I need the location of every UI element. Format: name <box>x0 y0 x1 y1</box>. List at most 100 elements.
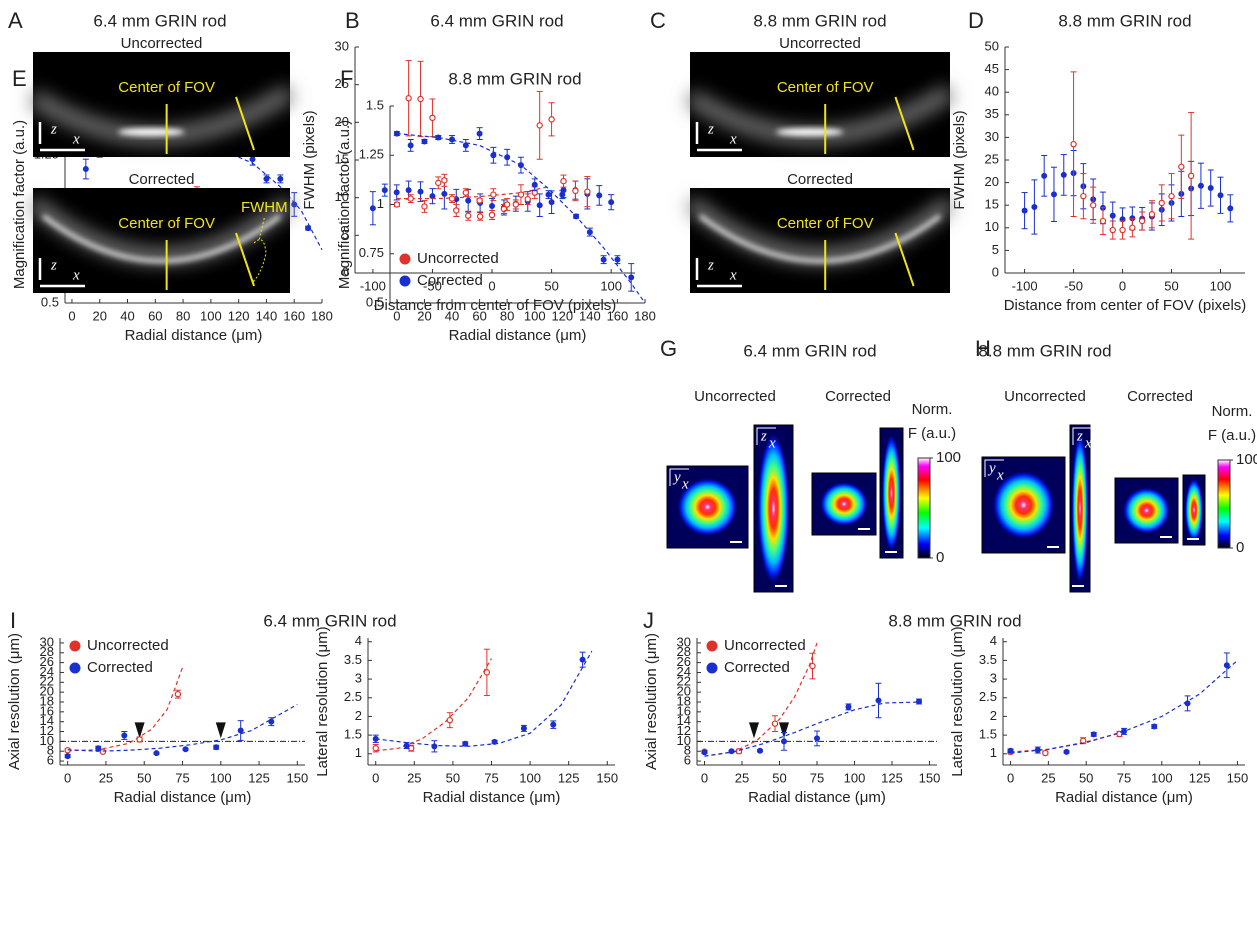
data-point <box>1197 182 1204 189</box>
x-axis-label: Radial distance (μm) <box>748 789 886 806</box>
y-tick-label: 45 <box>985 61 999 76</box>
x-tick-label: 75 <box>175 770 189 785</box>
data-point <box>95 745 102 752</box>
x-tick-label: 125 <box>558 770 580 785</box>
image-caption: Corrected <box>825 388 891 405</box>
y-tick-label: 6 <box>684 752 691 767</box>
panel-label: C <box>650 8 666 33</box>
data-point <box>490 152 497 159</box>
fit-curve <box>396 132 646 304</box>
fwhm-label: FWHM <box>241 199 288 216</box>
x-tick-label: 25 <box>99 770 113 785</box>
data-point <box>517 191 525 198</box>
x-tick-label: 180 <box>311 308 333 323</box>
x-tick-label: 100 <box>519 770 541 785</box>
data-point <box>462 189 470 196</box>
data-point <box>407 142 414 149</box>
x-tick-label: 50 <box>544 278 558 293</box>
x-tick-label: -100 <box>360 278 386 293</box>
data-point <box>1168 192 1175 200</box>
x-tick-label: 100 <box>200 308 222 323</box>
psf-frame <box>811 472 877 536</box>
panel-label: H <box>975 336 991 361</box>
x-tick-label: 140 <box>579 308 601 323</box>
panel-title: 8.8 mm GRIN rod <box>753 11 886 30</box>
fov-edge-line <box>894 96 915 151</box>
x-tick-label: 100 <box>844 770 866 785</box>
legend-marker <box>399 253 411 265</box>
legend-label: Uncorrected <box>724 637 806 654</box>
y-tick-label: 20 <box>985 174 999 189</box>
x-tick-label: 25 <box>1041 770 1055 785</box>
data-point <box>545 191 552 198</box>
data-point <box>393 201 401 208</box>
fov-label: Center of FOV <box>118 215 215 232</box>
data-point <box>99 748 107 755</box>
y-tick-label: 24 <box>677 664 691 679</box>
data-point <box>431 743 438 750</box>
y-tick-label: 50 <box>985 38 999 53</box>
x-axis-label: Radial distance (μm) <box>423 789 561 806</box>
y-axis-label: Axial resolution (μm) <box>6 633 23 770</box>
fit-curve <box>704 701 923 757</box>
arrowhead <box>215 722 226 739</box>
x-tick-label: 150 <box>919 770 941 785</box>
y-tick-label: 28 <box>40 644 54 659</box>
colorbar-label: F (a.u.) <box>1208 427 1256 444</box>
x-tick-label: 0 <box>68 308 75 323</box>
data-point <box>381 187 388 194</box>
panel-label: B <box>345 8 360 33</box>
data-point <box>435 134 442 141</box>
chart-title: 6.4 mm GRIN rod <box>263 611 396 630</box>
data-point <box>1060 171 1067 178</box>
data-point <box>182 746 189 753</box>
x-tick-label: 80 <box>500 308 514 323</box>
x-tick-label: 160 <box>607 308 629 323</box>
data-point <box>813 735 820 742</box>
y-tick-label: 1.5 <box>366 97 384 112</box>
data-point <box>701 749 708 756</box>
data-point <box>405 187 412 194</box>
data-point <box>489 202 496 209</box>
data-point <box>429 193 436 200</box>
y-tick-label: 2.5 <box>979 689 997 704</box>
fov-label: Center of FOV <box>118 79 215 96</box>
y-tick-label: 5 <box>992 242 999 257</box>
x-tick-label: 150 <box>286 770 308 785</box>
glow <box>41 214 282 263</box>
y-tick-label: 35 <box>985 106 999 121</box>
fit-curve <box>375 650 593 747</box>
y-tick-label: 30 <box>677 634 691 649</box>
y-tick-label: 12 <box>40 723 54 738</box>
psf-frame <box>879 427 904 559</box>
axis-letter: y <box>987 460 996 476</box>
psf-blob <box>1184 477 1204 543</box>
chart-title: 8.8 mm GRIN rod <box>448 69 581 88</box>
data-point <box>82 166 89 173</box>
y-tick-label: 30 <box>985 129 999 144</box>
y-tick-label: 4 <box>355 633 362 648</box>
fit-curve <box>1010 659 1238 754</box>
data-point <box>572 187 579 195</box>
x-tick-label: -100 <box>1012 278 1038 293</box>
data-point <box>1187 172 1195 180</box>
data-point <box>756 747 763 754</box>
data-point <box>1109 226 1116 234</box>
colorbar-tick-label: 0 <box>936 549 944 566</box>
image-caption: Corrected <box>129 171 195 188</box>
x-tick-label: 50 <box>446 770 460 785</box>
data-point <box>1089 201 1097 209</box>
x-tick-label: 150 <box>596 770 618 785</box>
y-tick-label: 1.5 <box>979 727 997 742</box>
x-tick-label: 0 <box>1007 770 1014 785</box>
colorbar-tick-label: 100 <box>1236 451 1257 468</box>
y-tick-label: 10 <box>677 733 691 748</box>
data-point <box>393 130 400 137</box>
image-caption: Uncorrected <box>121 35 203 52</box>
data-point <box>491 738 498 745</box>
y-tick-label: 30 <box>40 634 54 649</box>
y-tick-label: 0.75 <box>359 245 384 260</box>
y-tick-label: 3.5 <box>979 652 997 667</box>
axis-letter: z <box>50 257 57 273</box>
data-point <box>524 195 531 203</box>
